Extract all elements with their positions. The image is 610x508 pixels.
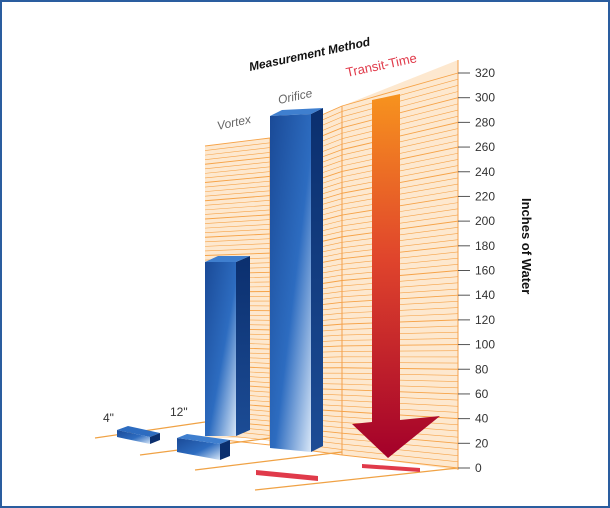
grid-line — [204, 166, 271, 174]
bar-4in-vortex-side — [150, 433, 160, 444]
y-tick-label: 160 — [475, 264, 495, 278]
bar-orifice-top — [270, 108, 323, 116]
y-tick-label: 240 — [475, 165, 495, 179]
bar-vortex — [205, 262, 236, 436]
bar-transit-12in — [256, 470, 318, 481]
y-tick-label: 140 — [475, 288, 495, 302]
grid-line — [204, 185, 271, 192]
bar-12in-vortex-front — [177, 438, 220, 460]
grid-line — [204, 142, 271, 151]
grid-line — [204, 238, 271, 243]
bar-vortex-top — [205, 256, 250, 262]
floor-line — [254, 467, 459, 491]
floor-line — [94, 421, 206, 439]
grid-line — [204, 152, 271, 160]
grid-line — [204, 209, 271, 215]
grid-line — [341, 443, 459, 456]
bar-4in-vortex — [117, 426, 160, 437]
y-tick-label: 100 — [475, 338, 495, 352]
y-tick-label: 40 — [475, 412, 489, 426]
y-tick-label: 0 — [475, 461, 482, 475]
y-tick-label: 300 — [475, 91, 495, 105]
category-label-orifice: Orifice — [277, 86, 314, 107]
y-tick-label: 200 — [475, 214, 495, 228]
y-tick-label: 120 — [475, 313, 495, 327]
y-tick-label: 20 — [475, 436, 489, 450]
bar-12in-vortex-top — [177, 434, 230, 444]
bar-transit-marker — [362, 464, 420, 472]
category-label-vortex: Vortex — [216, 112, 253, 133]
grid-line — [204, 175, 271, 183]
grid-line — [204, 233, 271, 238]
floor-line — [194, 451, 343, 471]
pipe-size-12in: 12" — [170, 405, 188, 419]
grid-line — [204, 204, 271, 211]
grid-line — [204, 219, 271, 224]
grid-line — [204, 147, 271, 156]
bar-orifice — [270, 114, 311, 452]
y-tick-label: 260 — [475, 140, 495, 154]
y-tick-label: 220 — [475, 189, 495, 203]
pipe-size-4in: 4" — [103, 411, 114, 425]
bar-12in-vortex-side — [220, 440, 230, 460]
grid-line — [204, 228, 271, 233]
grid-line — [204, 137, 271, 147]
grid-line — [204, 161, 271, 170]
grid-line — [341, 72, 459, 107]
grid-line — [341, 449, 459, 463]
grid-line — [204, 195, 271, 202]
grid-line — [204, 156, 271, 165]
grid-line — [204, 180, 271, 188]
bar-vortex-side — [236, 256, 250, 436]
grid-line — [204, 252, 271, 256]
y-tick-label: 320 — [475, 66, 495, 80]
grid-line — [204, 190, 271, 197]
bar-orifice-side — [311, 108, 323, 452]
category-label-transit-time: Transit-Time — [345, 50, 419, 80]
grid-line — [204, 200, 271, 206]
y-tick-label: 280 — [475, 115, 495, 129]
y-tick-label: 180 — [475, 239, 495, 253]
grid-line — [341, 454, 459, 469]
grid-line — [204, 214, 271, 220]
y-axis-label: Inches of Water — [519, 198, 534, 294]
grid-line — [204, 224, 271, 229]
bar-4in-vortex-front — [117, 430, 150, 444]
grid-line — [204, 248, 271, 252]
y-tick-label: 60 — [475, 387, 489, 401]
y-tick-label: 80 — [475, 362, 489, 376]
transit-time-arrow — [352, 94, 440, 458]
grid-line — [204, 243, 271, 247]
grid-line — [204, 171, 271, 179]
